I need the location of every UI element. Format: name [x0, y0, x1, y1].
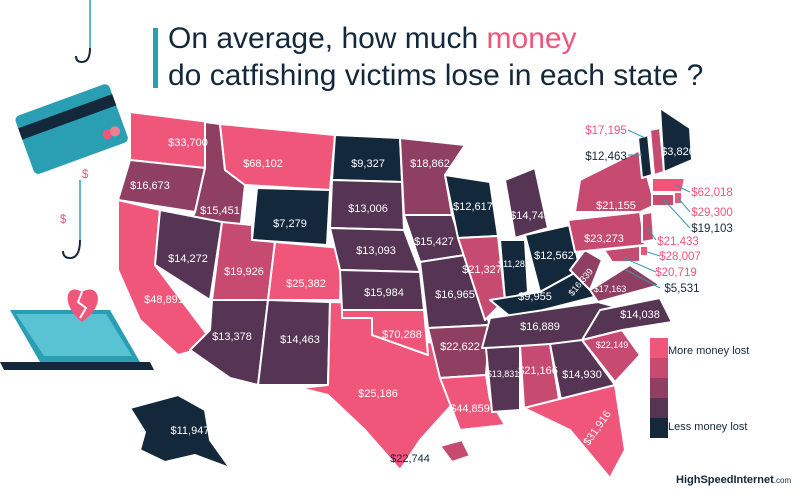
state-MD [603, 245, 641, 263]
value-label-DE: $28,007 [659, 251, 701, 263]
dollar-sign-icon: $ [82, 169, 89, 181]
value-label-SC: $22,149 [596, 340, 629, 350]
state-AK [129, 394, 231, 469]
title-accent-bar [153, 28, 158, 88]
value-label-VA: $17,163 [594, 284, 627, 294]
value-label-TX: $25,186 [358, 388, 398, 400]
state-FL [523, 384, 626, 479]
legend-swatch-5 [650, 418, 668, 438]
title-line1-start: On average, how much [168, 22, 487, 55]
state-WY [251, 187, 331, 246]
credit-card-hook-icon [15, 0, 128, 174]
brand-name: HighSpeedInternet [676, 474, 774, 486]
value-label-NH: $17,195 [585, 125, 627, 137]
state-MI [504, 167, 549, 239]
state-OK [341, 309, 429, 356]
value-label-NM: $14,463 [280, 334, 320, 346]
value-label-ID: $15,451 [200, 205, 240, 217]
value-label-AZ: $13,378 [212, 331, 252, 343]
value-label-CA: $48,891 [144, 294, 184, 306]
value-label-MS: $13,831 [487, 369, 520, 379]
value-label-LA: $44,859 [450, 403, 490, 415]
value-label-UT: $19,926 [224, 266, 264, 278]
state-ME [659, 107, 693, 173]
value-label-CT: $19,103 [691, 223, 733, 235]
value-label-CO: $25,382 [286, 278, 326, 290]
value-label-TN: $16,889 [520, 321, 560, 333]
value-label-AK: $11,947 [171, 425, 210, 437]
value-label-MO: $16,965 [435, 289, 475, 301]
value-label-SD: $13,006 [348, 203, 388, 215]
legend-swatch-1 [650, 338, 668, 358]
state-NC [581, 297, 673, 341]
value-label-DC: $5,531 [664, 283, 699, 295]
leader-lines [623, 129, 691, 289]
value-label-PA: $23,273 [584, 233, 624, 245]
value-label-WY: $7,279 [273, 218, 307, 230]
state-MA [651, 177, 686, 193]
value-label-MA: $62,018 [691, 187, 733, 199]
value-label-NE: $13,093 [356, 245, 396, 257]
state-MT [219, 123, 336, 191]
brand-logo: HighSpeedInternet.com [676, 474, 791, 486]
state-MS [485, 345, 521, 413]
dollar-sign-icon: $ [60, 214, 67, 226]
value-label-MD: $20,719 [655, 267, 697, 279]
legend-swatch-3 [650, 378, 668, 398]
value-label-MI: $14,745 [510, 210, 550, 222]
title-line2: do catfishing victims lose in each state… [168, 59, 704, 92]
page-title: On average, how much money do catfishing… [168, 20, 703, 94]
value-label-HI: $22,744 [390, 453, 430, 465]
state-VA [589, 264, 661, 303]
brand-domain: .com [773, 476, 792, 485]
value-label-OR: $16,673 [130, 180, 170, 192]
value-label-OK: $70,288 [382, 329, 422, 341]
legend-swatch-4 [650, 398, 668, 418]
value-label-ME: $3,820 [661, 146, 695, 158]
state-VT [637, 134, 653, 179]
value-label-WI: $12,617 [453, 201, 493, 213]
state-WV [569, 249, 603, 291]
title-highlight: money [486, 22, 577, 55]
legend-swatch-2 [650, 358, 668, 378]
value-label-NC: $14,038 [620, 309, 660, 321]
value-label-MT: $68,102 [243, 158, 283, 170]
state-NJ [641, 211, 655, 243]
value-label-KS: $15,984 [364, 287, 404, 299]
state-NV [154, 209, 223, 301]
value-label-AL: $21,166 [518, 365, 558, 377]
value-label-IL: $21,327 [462, 264, 502, 276]
value-label-KY: $9,955 [518, 291, 552, 303]
value-label-AR: $22,622 [440, 341, 480, 353]
value-label-IN: $11,282 [498, 259, 530, 269]
state-IN [499, 239, 529, 301]
value-label-NV: $14,272 [168, 253, 208, 265]
value-label-WA: $33,700 [168, 137, 208, 149]
value-label-NY: $21,155 [596, 200, 636, 212]
value-label-VT: $12,463 [585, 151, 627, 163]
state-HI [439, 439, 471, 463]
laptop-broken-heart-icon [0, 180, 154, 370]
value-label-OH: $12,562 [534, 250, 574, 262]
value-label-NJ: $21,433 [657, 236, 699, 248]
value-label-ND: $9,327 [351, 158, 385, 170]
value-label-GA: $14,930 [562, 369, 602, 381]
value-label-RI: $29,300 [691, 207, 733, 219]
state-CO [267, 241, 343, 301]
legend-low-label: Less money lost [668, 421, 748, 433]
value-label-MN: $18,862 [410, 158, 450, 170]
legend-high-label: More money lost [668, 345, 750, 357]
value-label-IA: $15,427 [414, 236, 454, 248]
state-CT [651, 193, 675, 207]
